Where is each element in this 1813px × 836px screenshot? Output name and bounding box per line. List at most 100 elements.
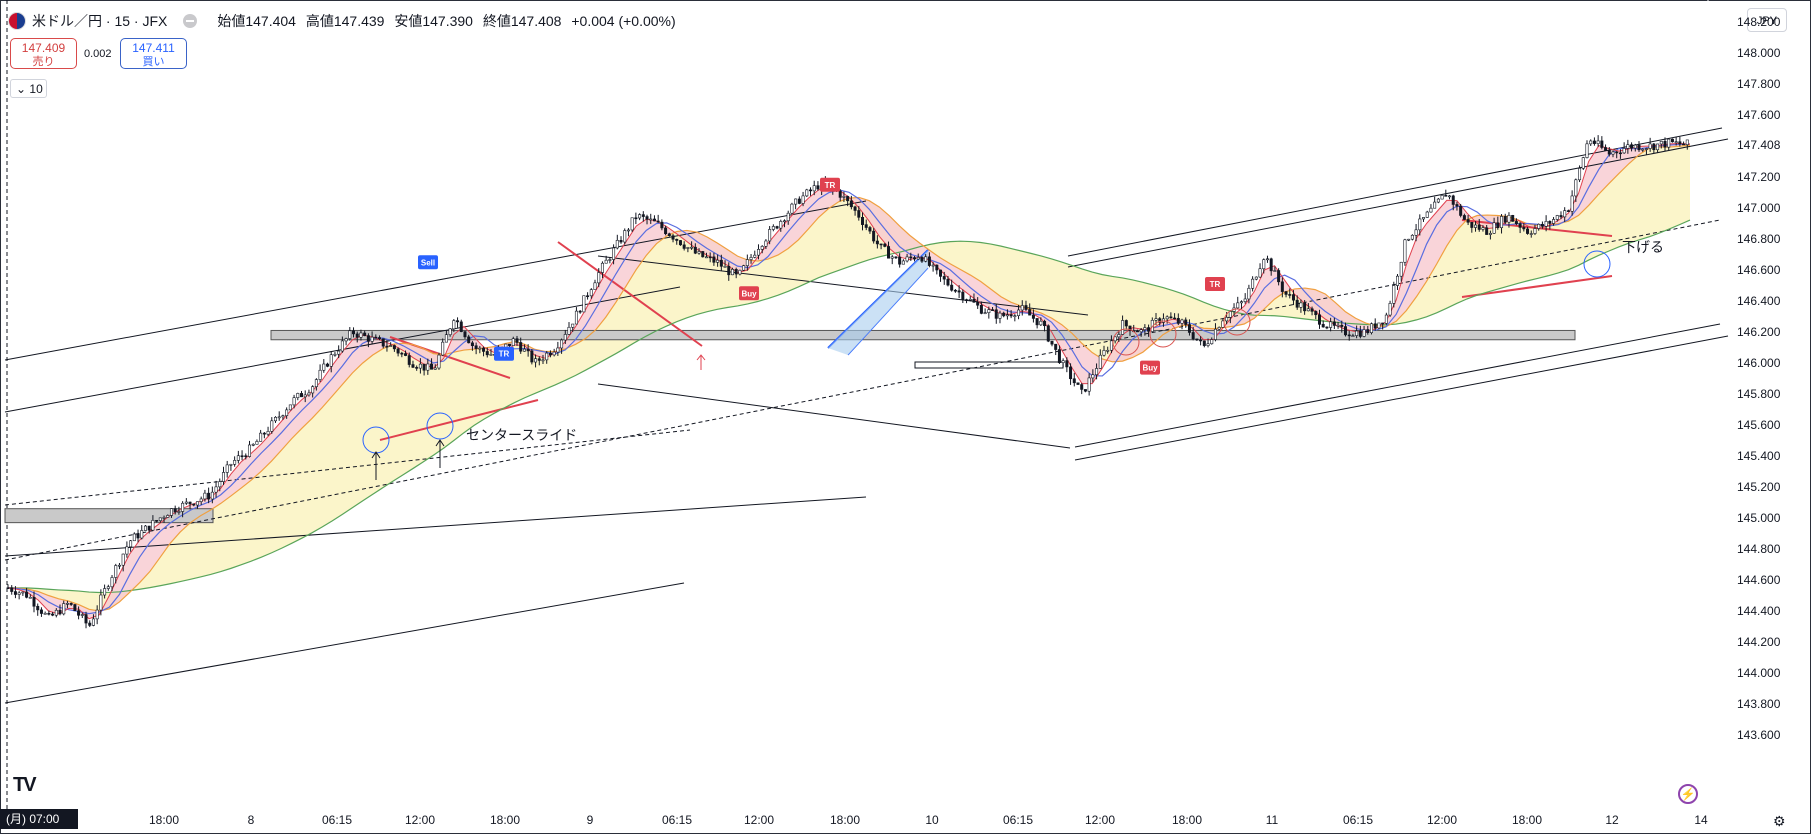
- signal-badge: [739, 286, 759, 301]
- down-candle: [808, 189, 812, 192]
- down-candle: [1128, 325, 1132, 332]
- buy-button[interactable]: 147.411 買い: [120, 38, 187, 69]
- down-candle: [1347, 334, 1351, 337]
- up-candle: [968, 298, 972, 301]
- right-channel-upper-2: [1067, 138, 1729, 268]
- up-candle: [749, 257, 753, 260]
- up-candle: [1225, 317, 1229, 322]
- up-candle: [600, 262, 604, 273]
- signal-label: Buy: [1142, 364, 1158, 373]
- marker-circle: [1112, 328, 1140, 356]
- time-tick-label: 06:15: [322, 813, 352, 827]
- sell-button[interactable]: 147.409 売り: [10, 38, 77, 69]
- up-candle: [1236, 302, 1240, 309]
- up-candle: [597, 272, 601, 284]
- down-candle: [920, 257, 924, 262]
- up-candle: [177, 511, 181, 513]
- up-candle: [441, 341, 445, 356]
- up-candle: [1596, 140, 1600, 144]
- up-candle: [255, 441, 259, 445]
- up-candle: [1206, 343, 1210, 346]
- down-candle: [675, 238, 679, 241]
- usdjpy-flag-icon: [8, 12, 26, 30]
- down-candle: [422, 363, 426, 371]
- buy-label: 買い: [142, 56, 165, 68]
- up-candle: [534, 358, 538, 363]
- down-candle: [864, 224, 868, 228]
- up-candle: [1262, 259, 1266, 270]
- up-candle: [1258, 268, 1262, 278]
- down-candle: [1663, 140, 1667, 148]
- symbol-header[interactable]: 米ドル／円 · 15 · JFX 始値147.404 高値147.439 安値1…: [8, 10, 676, 32]
- low-value: 147.390: [422, 13, 473, 29]
- tradingview-logo[interactable]: TV: [13, 774, 37, 796]
- down-candle: [537, 358, 541, 361]
- down-candle: [1291, 294, 1295, 301]
- time-tick-label: 12:00: [744, 813, 774, 827]
- down-candle: [1028, 309, 1032, 316]
- down-candle: [1485, 227, 1489, 235]
- up-candle: [1674, 141, 1678, 144]
- down-candle: [652, 218, 656, 222]
- up-candle: [140, 530, 144, 539]
- collapse-icon[interactable]: [183, 14, 198, 28]
- up-candle: [62, 603, 66, 615]
- up-candle: [348, 330, 352, 339]
- down-candle: [1135, 330, 1139, 333]
- down-candle: [1173, 317, 1177, 320]
- price-tick-label: 147.200: [1737, 170, 1781, 184]
- up-candle: [593, 282, 597, 290]
- indicators-toggle[interactable]: ⌄ 10: [10, 79, 47, 98]
- up-candle: [1403, 239, 1407, 263]
- up-candle: [1388, 303, 1392, 316]
- down-candle: [1682, 143, 1686, 146]
- down-candle: [188, 501, 192, 505]
- up-candle: [1433, 201, 1437, 209]
- up-candle: [314, 379, 318, 387]
- down-candle: [366, 335, 370, 342]
- down-candle: [396, 348, 400, 354]
- currency-button[interactable]: JPY: [1747, 8, 1787, 32]
- down-candle: [1321, 324, 1325, 328]
- time-tick-label: 18:00: [490, 813, 520, 827]
- down-candle: [664, 227, 668, 235]
- up-candle: [1102, 350, 1106, 356]
- up-candle: [1265, 258, 1269, 261]
- down-candle: [404, 353, 408, 356]
- up-candle: [281, 415, 285, 418]
- down-candle: [660, 221, 664, 229]
- down-candle: [1332, 321, 1336, 326]
- up-candle: [560, 339, 564, 349]
- down-candle: [976, 301, 980, 306]
- yellow-band: [8, 145, 1690, 611]
- up-candle: [288, 404, 292, 411]
- up-candle: [842, 196, 846, 198]
- up-candle: [184, 501, 188, 504]
- up-candle: [626, 229, 630, 232]
- price-tick-label: 144.600: [1737, 573, 1781, 587]
- down-candle: [84, 614, 88, 624]
- settings-icon[interactable]: ⚙: [1773, 813, 1786, 829]
- up-candle: [582, 295, 586, 313]
- up-candle: [522, 348, 526, 352]
- down-candle: [470, 342, 474, 347]
- chevron-down-icon: ⌄: [16, 82, 27, 96]
- down-candle: [1314, 311, 1318, 316]
- up-candle: [1154, 318, 1158, 321]
- down-candle: [1325, 326, 1329, 329]
- down-candle: [586, 295, 590, 298]
- price-axis[interactable]: 148.200 148.000 147.800 147.600 147.408 147.2…: [1737, 15, 1781, 742]
- lightning-icon[interactable]: ⚡: [1678, 784, 1698, 804]
- up-candle: [1251, 278, 1255, 289]
- down-candle: [727, 265, 731, 276]
- time-axis[interactable]: 18:00 8 06:15 12:00 18:00 9 06:15 12:00 18:00 10 0…: [149, 813, 1708, 827]
- symbol-title[interactable]: 米ドル／円 · 15 · JFX: [32, 13, 168, 29]
- up-candle: [686, 247, 690, 249]
- down-candle: [1054, 343, 1058, 350]
- down-candle: [1459, 205, 1463, 216]
- up-candle: [1210, 339, 1214, 345]
- down-candle: [1050, 340, 1054, 345]
- down-candle: [147, 525, 151, 531]
